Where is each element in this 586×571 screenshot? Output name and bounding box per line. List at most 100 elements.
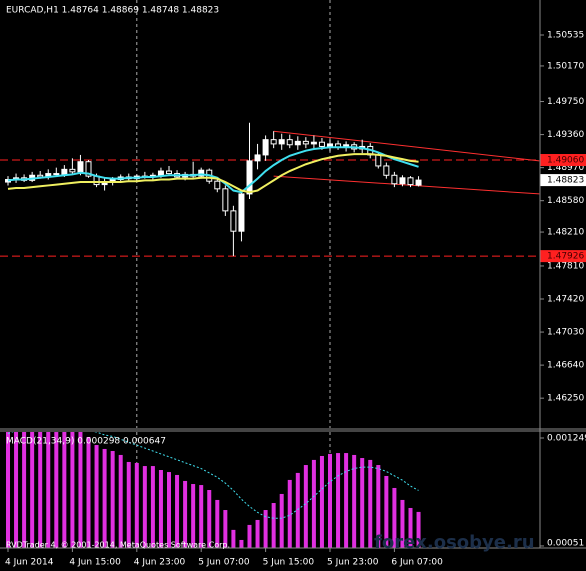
histogram-bar — [239, 539, 244, 548]
candle-body — [415, 179, 422, 186]
candle-body — [166, 170, 172, 175]
candle-body — [318, 141, 325, 147]
histogram-bar — [279, 493, 284, 548]
y-tick-label: 1.46640 — [547, 361, 584, 371]
histogram-bar — [46, 432, 51, 548]
candle-body — [85, 161, 92, 177]
histogram-bar — [14, 432, 19, 548]
histogram-bar — [287, 479, 292, 548]
candle-body — [214, 180, 221, 190]
macd-plot — [6, 432, 421, 548]
candle-body — [278, 139, 285, 145]
histogram-bar — [134, 462, 139, 548]
y-tick-label: 1.47030 — [547, 328, 584, 338]
candle-body — [407, 177, 414, 186]
histogram-bar — [311, 459, 316, 548]
histogram-bar — [175, 474, 180, 548]
y-tick-label: 1.50170 — [547, 61, 584, 71]
histogram-bar — [295, 472, 300, 548]
candle-body — [69, 168, 76, 173]
histogram-bar — [408, 507, 413, 548]
histogram-bar — [344, 453, 349, 548]
histogram-bar — [247, 524, 252, 548]
histogram-bar — [416, 511, 421, 548]
x-tick-label: 5 Jun 07:00 — [198, 558, 250, 568]
candle-body — [77, 161, 84, 173]
y-tick-label: 1.50535 — [547, 31, 584, 41]
y-tick-label: 1.49750 — [547, 97, 584, 107]
histogram-bar — [319, 455, 324, 548]
price-level-label: 1.49060 — [547, 156, 584, 166]
y-tick-label: 1.47420 — [547, 295, 584, 305]
price-level-box — [540, 154, 586, 167]
y-tick-label: 1.47810 — [547, 261, 584, 271]
histogram-bar — [142, 466, 147, 548]
histogram-bar — [78, 432, 83, 548]
price-level-label: 1.47926 — [547, 252, 584, 262]
trendline — [273, 130, 540, 162]
candle-body — [230, 210, 237, 232]
candle-body — [270, 139, 277, 145]
candle-body — [391, 174, 398, 185]
candle-body — [53, 173, 60, 176]
moving-average — [7, 146, 419, 194]
candle-body — [246, 160, 253, 195]
x-tick-label: 5 Jun 15:00 — [263, 558, 315, 568]
candle-body — [222, 188, 229, 212]
y-tick-label: 1.48210 — [547, 228, 584, 238]
candle-body — [399, 177, 406, 185]
histogram-bar — [62, 432, 67, 548]
histogram-bar — [150, 466, 155, 548]
watermark: forex.osobye.ru — [374, 532, 535, 553]
histogram-bar — [102, 448, 107, 548]
histogram-bar — [158, 470, 163, 548]
x-tick-label: 4 Jun 15:00 — [69, 558, 121, 568]
histogram-bar — [38, 432, 43, 548]
histogram-bar — [191, 484, 196, 548]
histogram-bar — [70, 432, 75, 548]
window-title: EURCAD,H1 1.48764 1.48869 1.48748 1.4882… — [6, 6, 219, 16]
histogram-bar — [167, 472, 171, 548]
candle-body — [383, 165, 390, 176]
histogram-bar — [110, 451, 115, 548]
moving-average — [7, 153, 419, 194]
histogram-bar — [328, 453, 332, 548]
histogram-bar — [86, 436, 91, 548]
histogram-bar — [352, 454, 357, 548]
y-tick-label: 0.00051 — [547, 539, 584, 549]
histogram-bar — [303, 465, 308, 548]
trendline — [273, 175, 540, 195]
histogram-bar — [400, 499, 405, 548]
y-tick-label: 1.49360 — [547, 130, 584, 140]
x-tick-label: 5 Jun 23:00 — [327, 558, 379, 568]
histogram-bar — [118, 454, 123, 548]
histogram-bar — [368, 459, 373, 548]
histogram-bar — [183, 480, 188, 548]
histogram-bar — [199, 485, 204, 548]
histogram-bar — [271, 503, 276, 548]
histogram-bar — [231, 529, 236, 548]
x-tick-label: 4 Jun 2014 — [5, 558, 54, 568]
candle-body — [198, 169, 205, 177]
histogram-bar — [22, 432, 27, 548]
histogram-bar — [392, 487, 397, 548]
indicator-title: MACD(21,34,9) 0.000298 0.000647 — [6, 437, 166, 447]
y-tick-label: 1.48580 — [547, 196, 584, 206]
histogram-bar — [376, 465, 381, 548]
x-tick-label: 4 Jun 23:00 — [134, 558, 186, 568]
candle-body — [375, 154, 382, 167]
axes: 1.50535 1.50170 1.49750 1.49360 1.48970 1.485… — [5, 31, 586, 568]
histogram-bar — [223, 510, 228, 548]
y-tick-label: 0.001249 — [547, 434, 586, 444]
candle-body — [302, 140, 309, 145]
histogram-bar — [336, 453, 341, 548]
candle-body — [286, 139, 293, 146]
candle-body — [254, 154, 261, 162]
candle-body — [262, 139, 269, 156]
histogram-bar — [207, 490, 212, 548]
histogram-bar — [384, 475, 389, 548]
histogram-bar — [263, 510, 268, 548]
candle-body — [238, 193, 245, 232]
candle-body — [327, 143, 333, 147]
